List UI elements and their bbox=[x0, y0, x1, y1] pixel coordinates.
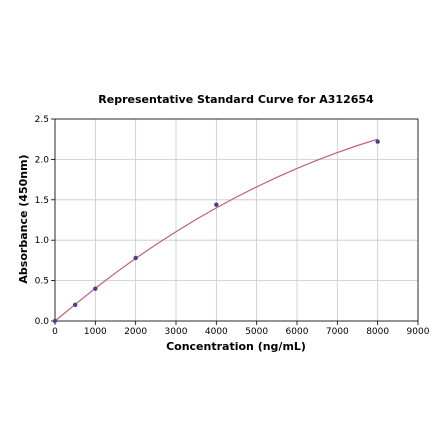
data-point bbox=[52, 318, 58, 324]
data-point bbox=[72, 302, 78, 308]
y-tick-label: 1.5 bbox=[35, 196, 49, 206]
x-tick-label: 9000 bbox=[407, 327, 430, 337]
data-points-layer bbox=[52, 139, 380, 324]
y-tick-label: 2.0 bbox=[35, 155, 50, 165]
grid bbox=[54, 118, 419, 322]
x-tick-label: 5000 bbox=[245, 327, 268, 337]
x-tick-label: 1000 bbox=[84, 327, 107, 337]
x-axis-label: Concentration (ng/mL) bbox=[166, 340, 306, 353]
x-tick-label: 3000 bbox=[165, 327, 188, 337]
y-axis-label: Absorbance (450nm) bbox=[17, 154, 30, 283]
x-tick-label: 6000 bbox=[286, 327, 309, 337]
data-point bbox=[375, 139, 380, 144]
y-tick-label: 2.5 bbox=[35, 115, 49, 125]
fit-curve-layer bbox=[54, 138, 378, 322]
x-tick-label: 8000 bbox=[366, 327, 389, 337]
axis-ticks: 0 1000 2000 3000 4000 5000 6000 7000 8000 9000 0.0… bbox=[35, 115, 430, 337]
y-tick-label: 1.0 bbox=[35, 236, 50, 246]
y-tick-label: 0.5 bbox=[35, 277, 49, 287]
x-tick-label: 2000 bbox=[124, 327, 147, 337]
data-point bbox=[93, 286, 98, 291]
plot-area bbox=[54, 118, 419, 322]
data-point bbox=[214, 202, 219, 207]
x-tick-label: 0 bbox=[52, 327, 58, 337]
data-point bbox=[133, 255, 138, 261]
x-tick-label: 7000 bbox=[326, 327, 349, 337]
fit-curve bbox=[54, 138, 378, 322]
chart-title: Representative Standard Curve for A31265… bbox=[98, 93, 374, 106]
x-tick-label: 4000 bbox=[205, 327, 228, 337]
y-tick-label: 0.0 bbox=[35, 317, 50, 327]
